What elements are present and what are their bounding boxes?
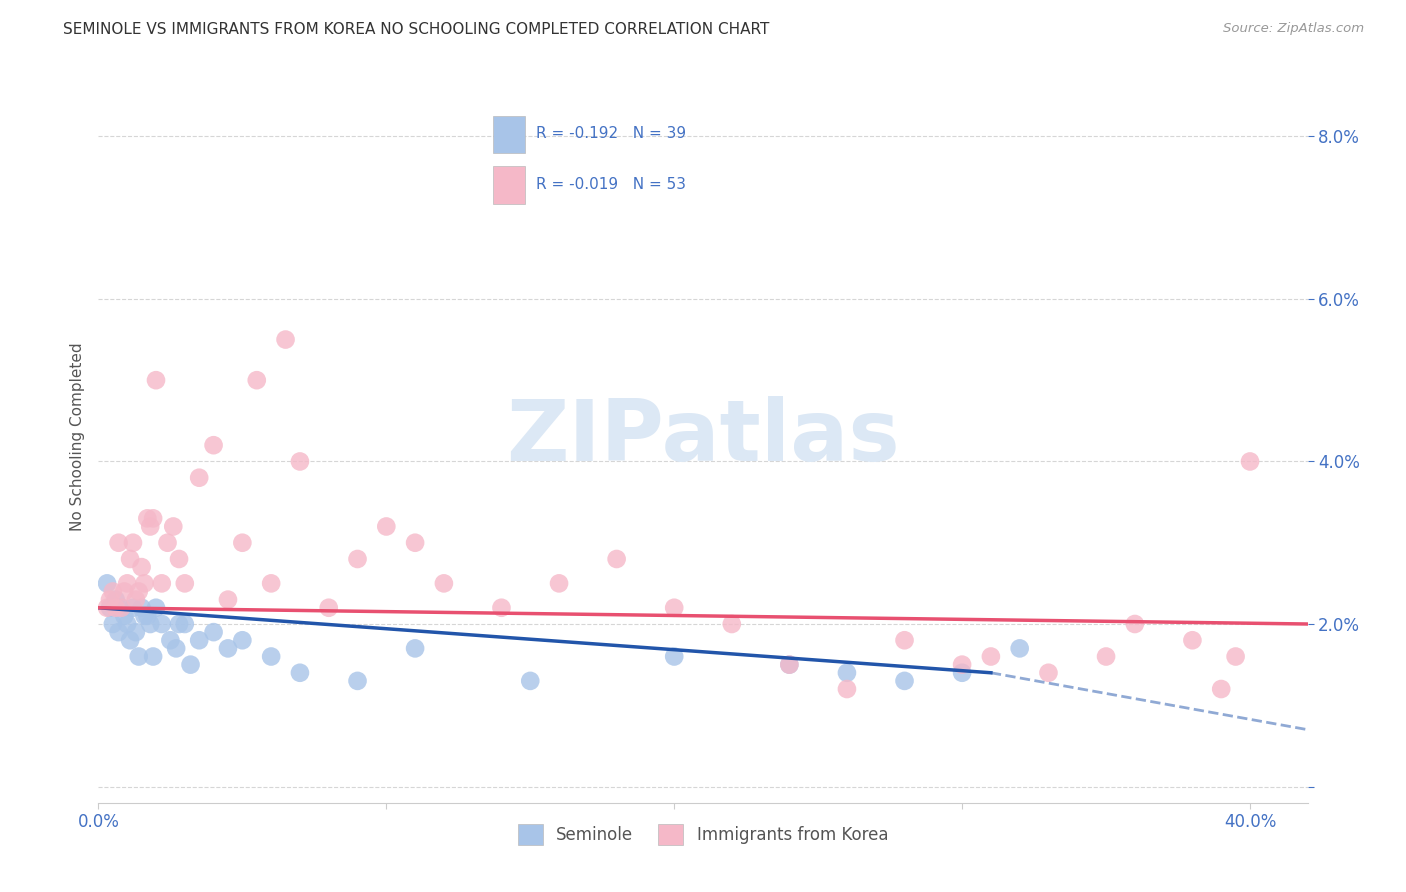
Point — [950, 665, 973, 680]
Point — [246, 373, 269, 387]
Point — [110, 600, 132, 615]
Point — [835, 665, 858, 680]
Point — [217, 641, 239, 656]
Point — [260, 576, 283, 591]
Point — [101, 617, 124, 632]
Point — [1095, 649, 1118, 664]
Point — [491, 600, 513, 615]
Point — [115, 617, 138, 632]
Point — [778, 657, 800, 672]
Point — [188, 633, 211, 648]
Point — [202, 625, 225, 640]
Point — [217, 592, 239, 607]
Point — [165, 641, 187, 656]
Point — [131, 600, 153, 615]
Point — [404, 535, 426, 549]
Point — [107, 535, 129, 549]
Point — [122, 600, 145, 615]
Point — [101, 584, 124, 599]
Point — [134, 608, 156, 623]
Point — [150, 576, 173, 591]
Point — [139, 519, 162, 533]
Legend: Seminole, Immigrants from Korea: Seminole, Immigrants from Korea — [509, 816, 897, 853]
Point — [167, 552, 190, 566]
Point — [120, 552, 142, 566]
Point — [1123, 617, 1146, 632]
Text: Source: ZipAtlas.com: Source: ZipAtlas.com — [1223, 22, 1364, 36]
Point — [346, 673, 368, 688]
Point — [136, 511, 159, 525]
Point — [950, 657, 973, 672]
Point — [180, 657, 202, 672]
Point — [664, 649, 686, 664]
Point — [274, 333, 297, 347]
Point — [231, 535, 253, 549]
Point — [104, 592, 127, 607]
Point — [115, 576, 138, 591]
Point — [173, 617, 195, 632]
Point — [778, 657, 800, 672]
Point — [96, 600, 118, 615]
Point — [519, 673, 541, 688]
Point — [120, 633, 142, 648]
Point — [288, 454, 311, 468]
Point — [288, 665, 311, 680]
Point — [606, 552, 628, 566]
Point — [318, 600, 340, 615]
Point — [131, 560, 153, 574]
Point — [139, 617, 162, 632]
Point — [96, 576, 118, 591]
Point — [1008, 641, 1031, 656]
Point — [720, 617, 742, 632]
Point — [231, 633, 253, 648]
Point — [98, 592, 121, 607]
Point — [98, 600, 121, 615]
Point — [145, 373, 167, 387]
Point — [1239, 454, 1261, 468]
Point — [835, 681, 858, 696]
Point — [664, 600, 686, 615]
Point — [162, 519, 184, 533]
Point — [1038, 665, 1060, 680]
Point — [107, 625, 129, 640]
Point — [110, 600, 132, 615]
Point — [142, 649, 165, 664]
Point — [548, 576, 571, 591]
Point — [150, 617, 173, 632]
Point — [404, 641, 426, 656]
Point — [136, 608, 159, 623]
Point — [134, 576, 156, 591]
Point — [125, 625, 148, 640]
Point — [156, 535, 179, 549]
Point — [173, 576, 195, 591]
Point — [128, 649, 150, 664]
Y-axis label: No Schooling Completed: No Schooling Completed — [69, 343, 84, 532]
Point — [112, 584, 135, 599]
Point — [260, 649, 283, 664]
Point — [375, 519, 398, 533]
Point — [167, 617, 190, 632]
Point — [202, 438, 225, 452]
Point — [128, 584, 150, 599]
Point — [112, 608, 135, 623]
Point — [1181, 633, 1204, 648]
Point — [893, 633, 915, 648]
Point — [145, 600, 167, 615]
Point — [142, 511, 165, 525]
Point — [125, 592, 148, 607]
Point — [104, 600, 127, 615]
Point — [893, 673, 915, 688]
Point — [980, 649, 1002, 664]
Point — [1225, 649, 1247, 664]
Text: ZIPatlas: ZIPatlas — [506, 395, 900, 479]
Point — [188, 471, 211, 485]
Text: SEMINOLE VS IMMIGRANTS FROM KOREA NO SCHOOLING COMPLETED CORRELATION CHART: SEMINOLE VS IMMIGRANTS FROM KOREA NO SCH… — [63, 22, 769, 37]
Point — [1211, 681, 1233, 696]
Point — [433, 576, 456, 591]
Point — [122, 535, 145, 549]
Point — [346, 552, 368, 566]
Point — [159, 633, 181, 648]
